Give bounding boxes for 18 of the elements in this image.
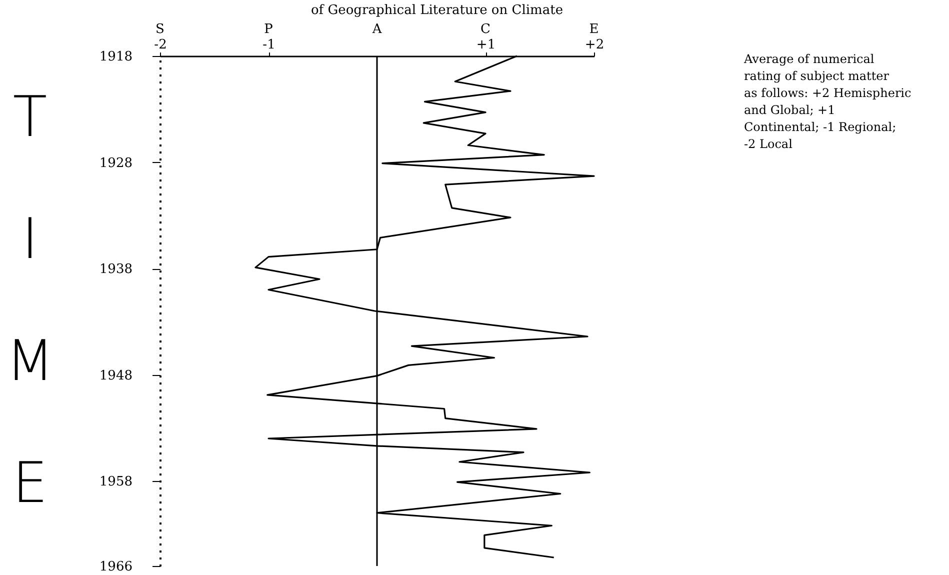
text: Average of numerical rating of subject matter as follows: +2 Hemispheric and Global; +1 Continental; -1 Regional; -2 Local — [743, 52, 912, 151]
text: E — [589, 22, 599, 37]
x-tick-label: +1 — [476, 38, 496, 52]
chart-title: of Geographical Literature on Climate — [310, 3, 564, 18]
text: A — [371, 22, 382, 37]
y-tick-label: 1966 — [99, 560, 132, 574]
text: P — [264, 22, 274, 37]
x-tick-label: +2 — [584, 38, 604, 52]
y-tick-label: 1938 — [99, 262, 132, 277]
x-tick-label: -1 — [262, 38, 276, 52]
text: S — [156, 22, 164, 37]
text: C — [480, 22, 491, 37]
y-tick-label: 1928 — [99, 156, 132, 171]
x-tick-label: -2 — [154, 38, 167, 52]
y-axis-title: TIME — [6, 85, 54, 516]
y-tick-label: 1958 — [99, 474, 132, 490]
y-tick-label: 1918 — [99, 50, 132, 64]
y-tick-label: 1948 — [99, 368, 132, 384]
